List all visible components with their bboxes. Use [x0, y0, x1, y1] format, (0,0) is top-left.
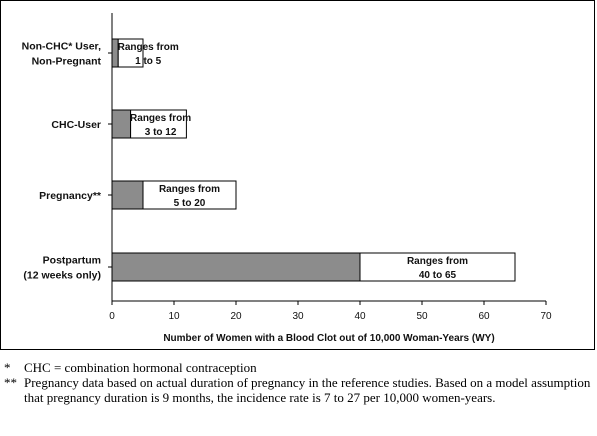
- x-tick-label: 40: [354, 311, 366, 322]
- bar-range-segment: [130, 109, 187, 139]
- x-tick-label: 30: [292, 311, 304, 322]
- footnotes: * CHC = combination hormonal contracepti…: [0, 360, 597, 405]
- bar-low-segment: [111, 109, 132, 139]
- bar-range-segment: [359, 252, 516, 282]
- range-label: 3 to 12: [145, 127, 177, 138]
- category-label: Pregnancy**: [39, 190, 102, 202]
- footnote-marker: *: [4, 360, 11, 375]
- category-label: (12 weeks only): [23, 270, 101, 282]
- range-label: Ranges from: [159, 184, 220, 195]
- chart-frame: 0 10 20 30 40 50 60 70 Number of Women with a Bl…: [0, 0, 595, 350]
- bar-range-segment: [142, 180, 237, 210]
- footnote-chc: * CHC = combination hormonal contracepti…: [0, 360, 597, 375]
- x-axis-title: Number of Women with a Blood Clot out of…: [163, 333, 494, 344]
- footnote-text: Pregnancy data based on actual duration …: [24, 375, 591, 405]
- bar-range-segment: [117, 38, 144, 68]
- x-tick-label: 0: [109, 311, 115, 322]
- footnote-pregnancy: ** Pregnancy data based on actual durati…: [0, 375, 597, 405]
- range-label: Ranges from: [118, 42, 179, 53]
- bar-low-segment: [111, 180, 144, 210]
- footnote-marker: **: [4, 375, 17, 390]
- x-tick-label: 50: [416, 311, 428, 322]
- x-tick-label: 20: [230, 311, 242, 322]
- category-label: CHC-User: [51, 119, 101, 131]
- x-tick-label: 70: [540, 311, 552, 322]
- footnote-text: CHC = combination hormonal contraception: [24, 360, 257, 375]
- bar-low-segment: [111, 252, 361, 282]
- bar-chart: 0 10 20 30 40 50 60 70 Number of Women with a Bl…: [22, 13, 552, 344]
- range-label: Ranges from: [407, 256, 468, 267]
- range-label: 40 to 65: [419, 270, 457, 281]
- range-label: 1 to 5: [135, 56, 162, 67]
- x-tick-label: 10: [168, 311, 180, 322]
- range-label: Ranges from: [130, 113, 191, 124]
- category-label: Non-Pregnant: [32, 56, 102, 68]
- x-tick-label: 60: [478, 311, 490, 322]
- category-label: Postpartum: [43, 255, 101, 267]
- category-label: Non-CHC* User,: [22, 41, 101, 53]
- range-label: 5 to 20: [174, 198, 206, 209]
